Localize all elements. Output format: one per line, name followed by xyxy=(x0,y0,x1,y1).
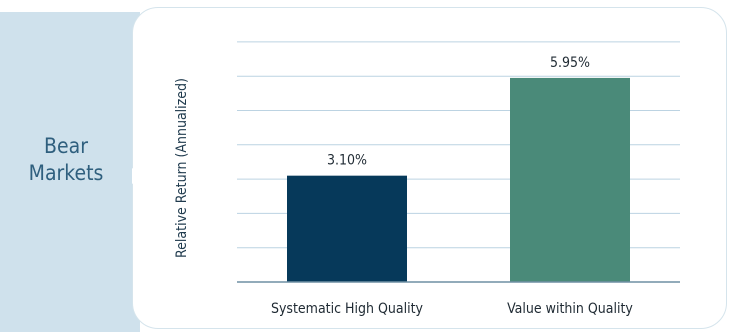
value-label: 5.95% xyxy=(550,55,590,71)
y-axis-label: Relative Return (Annualized) xyxy=(174,78,190,258)
card-pointer xyxy=(132,168,144,184)
panel-label-line2: Markets xyxy=(28,161,104,185)
category-labels: Systematic High Quality Value within Qual… xyxy=(271,301,633,317)
panel-label-line1: Bear xyxy=(44,134,88,158)
panel-label: Bear Markets xyxy=(0,133,132,187)
bar-1 xyxy=(287,175,407,282)
value-label: 3.10% xyxy=(327,153,367,169)
category-label: Systematic High Quality xyxy=(271,301,424,317)
bar-2 xyxy=(510,77,630,282)
value-labels: 3.10% 5.95% xyxy=(327,55,590,169)
side-panel xyxy=(0,12,140,332)
bars xyxy=(287,77,630,282)
category-label: Value within Quality xyxy=(507,301,633,317)
